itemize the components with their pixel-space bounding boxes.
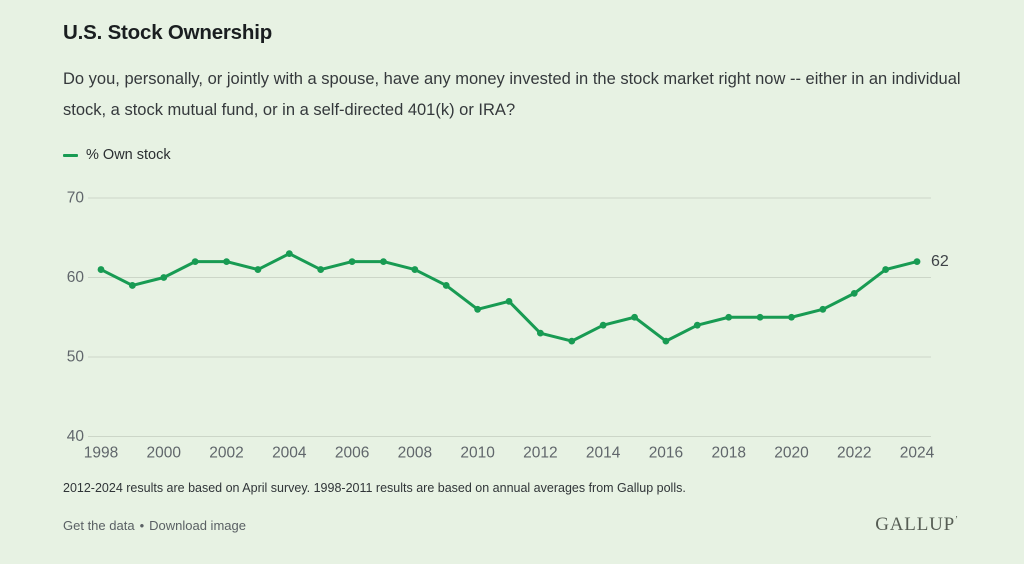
data-point[interactable]: [254, 266, 262, 273]
methodology-note: 2012-2024 results are based on April sur…: [63, 481, 686, 495]
y-tick-label: 40: [67, 428, 85, 445]
data-point[interactable]: [160, 274, 168, 281]
data-point[interactable]: [128, 282, 136, 289]
gallup-wordmark: GALLUP: [875, 514, 955, 535]
series-line: [99, 252, 919, 343]
x-tick-label: 2000: [147, 445, 182, 462]
page-title: U.S. Stock Ownership: [63, 21, 273, 44]
x-tick-label: 2006: [335, 445, 369, 462]
data-point[interactable]: [97, 266, 105, 273]
data-point[interactable]: [505, 297, 513, 305]
line-chart: 40 50 60 70 1998 2000 2002 2004 2006 2008 2010 2012…: [0, 185, 1024, 470]
data-point[interactable]: [223, 258, 230, 265]
get-the-data-link[interactable]: Get the data: [63, 518, 135, 533]
x-tick-label: 2004: [272, 445, 307, 462]
x-tick-label: 2018: [711, 445, 745, 462]
data-point[interactable]: [536, 329, 544, 337]
links-separator: •: [139, 518, 145, 533]
gallup-logo: GALLUPʼ: [875, 514, 958, 536]
data-point[interactable]: [693, 321, 701, 329]
data-point[interactable]: [819, 305, 827, 313]
data-point[interactable]: [725, 313, 733, 321]
data-point[interactable]: [380, 258, 387, 265]
x-tick-label: 2008: [398, 445, 432, 462]
x-tick-label: 2024: [900, 445, 935, 462]
data-point[interactable]: [850, 290, 858, 297]
x-tick-label: 2014: [586, 445, 621, 462]
chart-canvas: 40 50 60 70 1998 2000 2002 2004 2006 2008 2010 2012…: [67, 190, 949, 462]
data-point[interactable]: [788, 313, 795, 321]
data-point[interactable]: [662, 337, 670, 345]
y-tick-label: 70: [67, 190, 85, 207]
data-point[interactable]: [442, 282, 450, 289]
footer-links: Get the data • Download image: [63, 518, 246, 533]
data-point[interactable]: [348, 258, 356, 265]
data-point[interactable]: [599, 321, 607, 329]
legend-series-label: % Own stock: [86, 147, 171, 163]
x-tick-label: 2002: [209, 445, 243, 462]
data-point[interactable]: [568, 337, 576, 345]
data-point[interactable]: [756, 313, 764, 321]
data-point[interactable]: [474, 305, 482, 313]
x-tick-label: 2010: [460, 445, 495, 462]
data-point[interactable]: [882, 266, 890, 273]
x-tick-label: 2020: [774, 445, 809, 462]
chart-legend: % Own stock: [63, 147, 171, 163]
data-point[interactable]: [285, 250, 293, 258]
download-image-link[interactable]: Download image: [149, 518, 246, 533]
data-point[interactable]: [191, 258, 199, 265]
end-value-label: 62: [931, 253, 949, 270]
brand-trademark-icon: ʼ: [955, 514, 958, 525]
x-tick-label: 1998: [84, 445, 118, 462]
data-point[interactable]: [631, 313, 638, 321]
data-point[interactable]: [913, 258, 921, 265]
x-tick-label: 2022: [837, 445, 871, 462]
x-tick-label: 2012: [523, 445, 557, 462]
x-tick-label: 2016: [649, 445, 683, 462]
data-point[interactable]: [317, 266, 325, 273]
survey-question-text: Do you, personally, or jointly with a sp…: [63, 70, 961, 119]
data-point[interactable]: [411, 266, 419, 273]
y-tick-label: 60: [67, 269, 85, 286]
legend-line-swatch: [63, 153, 78, 157]
y-tick-label: 50: [67, 349, 85, 366]
